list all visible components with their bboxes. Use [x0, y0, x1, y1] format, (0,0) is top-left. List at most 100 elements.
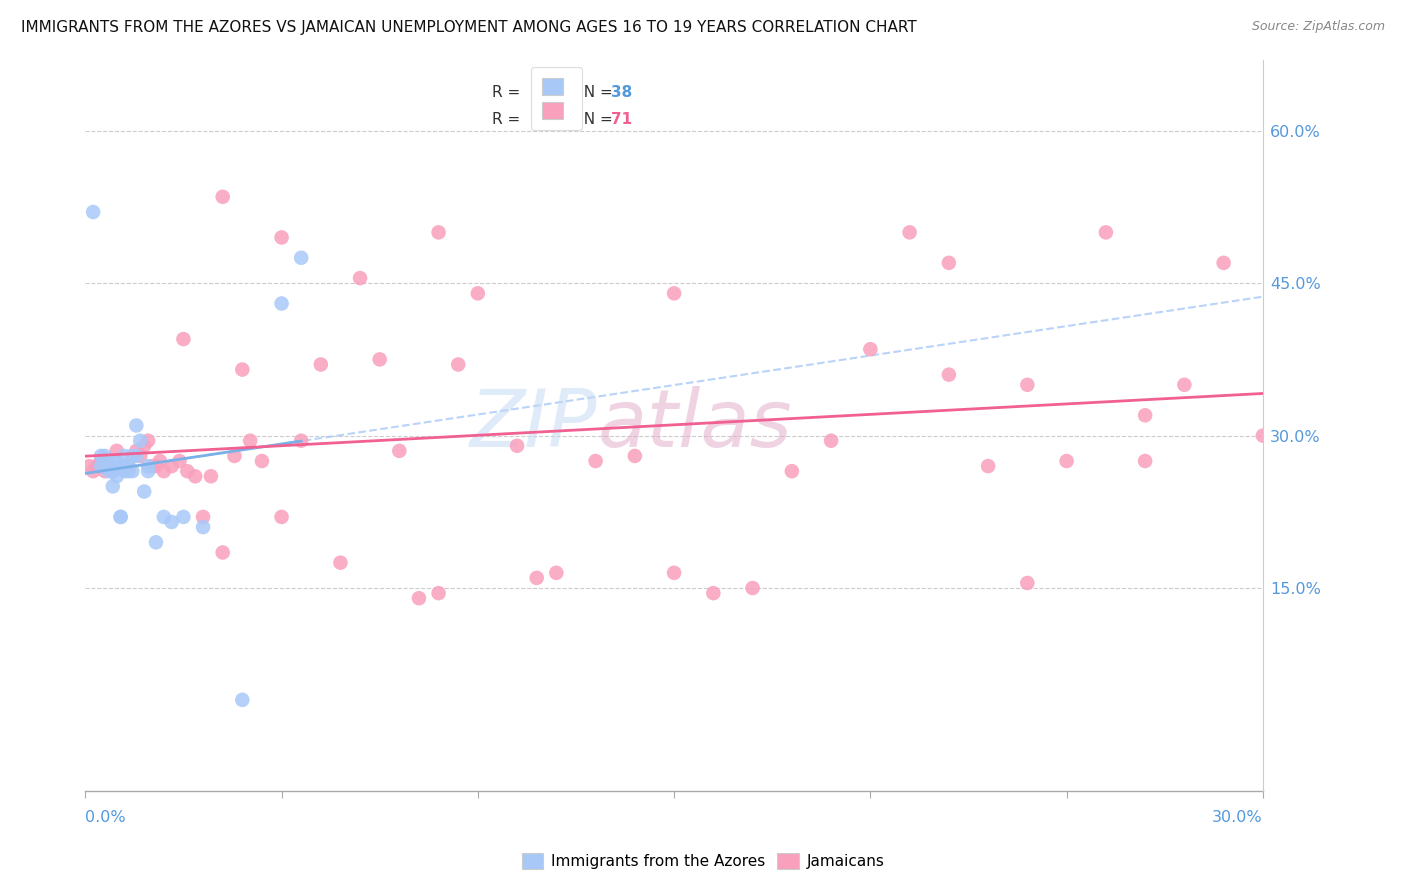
Point — [97, 459, 120, 474]
Point — [467, 286, 489, 301]
Point — [427, 586, 450, 600]
Point — [176, 464, 198, 478]
Point — [1212, 256, 1234, 270]
Point — [145, 459, 167, 474]
Point — [134, 439, 156, 453]
Point — [211, 190, 233, 204]
Point — [117, 459, 139, 474]
Point — [101, 464, 124, 478]
Point — [368, 352, 391, 367]
Point — [191, 520, 214, 534]
Text: N =: N = — [574, 112, 617, 127]
Text: 0.0%: 0.0% — [86, 810, 127, 824]
Point — [125, 418, 148, 433]
Point — [117, 464, 139, 478]
Point — [741, 581, 763, 595]
Point — [101, 479, 124, 493]
Point — [169, 454, 191, 468]
Point — [662, 566, 685, 580]
Point — [200, 469, 222, 483]
Point — [231, 362, 253, 376]
Point — [141, 459, 163, 474]
Point — [110, 459, 132, 474]
Point — [184, 469, 207, 483]
Point — [506, 439, 529, 453]
Point — [145, 535, 167, 549]
Point — [136, 464, 159, 478]
Point — [97, 464, 120, 478]
Point — [309, 358, 332, 372]
Point — [114, 464, 136, 478]
Point — [1251, 428, 1274, 442]
Point — [105, 443, 128, 458]
Point — [329, 556, 352, 570]
Point — [94, 449, 117, 463]
Point — [172, 332, 194, 346]
Text: 38: 38 — [610, 85, 631, 100]
Point — [97, 454, 120, 468]
Point — [231, 693, 253, 707]
Point — [105, 454, 128, 468]
Point — [1017, 377, 1039, 392]
Point — [172, 510, 194, 524]
Point — [1095, 225, 1118, 239]
Point — [121, 464, 143, 478]
Point — [160, 459, 183, 474]
Point — [153, 510, 176, 524]
Point — [270, 510, 292, 524]
Point — [125, 443, 148, 458]
Point — [97, 459, 120, 474]
Legend: , : , — [531, 67, 582, 129]
Point — [105, 459, 128, 474]
Point — [101, 464, 124, 478]
Text: 0.207: 0.207 — [530, 85, 579, 100]
Point — [211, 545, 233, 559]
Point — [160, 515, 183, 529]
Point — [898, 225, 921, 239]
Point — [224, 449, 246, 463]
Point — [94, 459, 117, 474]
Point — [77, 459, 100, 474]
Point — [349, 271, 371, 285]
Point — [859, 343, 882, 357]
Text: N =: N = — [574, 85, 617, 100]
Point — [134, 484, 156, 499]
Point — [153, 464, 176, 478]
Point — [90, 454, 112, 468]
Point — [94, 464, 117, 478]
Text: IMMIGRANTS FROM THE AZORES VS JAMAICAN UNEMPLOYMENT AMONG AGES 16 TO 19 YEARS CO: IMMIGRANTS FROM THE AZORES VS JAMAICAN U… — [21, 20, 917, 35]
Point — [90, 459, 112, 474]
Point — [114, 459, 136, 474]
Point — [1056, 454, 1078, 468]
Point — [780, 464, 803, 478]
Point — [114, 449, 136, 463]
Point — [250, 454, 273, 468]
Point — [938, 256, 960, 270]
Point — [977, 459, 1000, 474]
Point — [1017, 576, 1039, 591]
Point — [121, 449, 143, 463]
Point — [526, 571, 548, 585]
Legend: Immigrants from the Azores, Jamaicans: Immigrants from the Azores, Jamaicans — [516, 847, 890, 875]
Point — [117, 459, 139, 474]
Point — [624, 449, 647, 463]
Point — [121, 449, 143, 463]
Point — [136, 459, 159, 474]
Point — [408, 591, 430, 606]
Point — [938, 368, 960, 382]
Point — [114, 459, 136, 474]
Point — [136, 434, 159, 448]
Point — [125, 449, 148, 463]
Point — [447, 358, 470, 372]
Point — [110, 510, 132, 524]
Point — [129, 449, 152, 463]
Text: Source: ZipAtlas.com: Source: ZipAtlas.com — [1251, 20, 1385, 33]
Text: 71: 71 — [610, 112, 631, 127]
Text: 0.172: 0.172 — [530, 112, 578, 127]
Point — [1173, 377, 1195, 392]
Point — [101, 459, 124, 474]
Text: ZIP: ZIP — [470, 386, 598, 465]
Point — [1133, 409, 1156, 423]
Point — [105, 469, 128, 483]
Point — [239, 434, 262, 448]
